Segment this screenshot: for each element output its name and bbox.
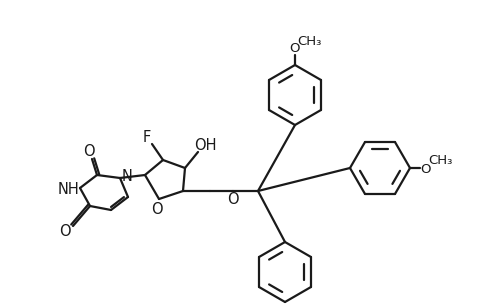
Text: O: O (83, 143, 95, 158)
Text: O: O (290, 41, 300, 55)
Text: OH: OH (194, 138, 216, 153)
Text: NH: NH (57, 182, 79, 197)
Text: O: O (151, 201, 163, 216)
Text: O: O (421, 162, 431, 176)
Text: O: O (59, 223, 71, 239)
Text: CH₃: CH₃ (428, 154, 452, 166)
Text: N: N (121, 169, 133, 184)
Text: O: O (227, 192, 239, 208)
Text: F: F (143, 130, 151, 145)
Text: CH₃: CH₃ (297, 34, 321, 48)
